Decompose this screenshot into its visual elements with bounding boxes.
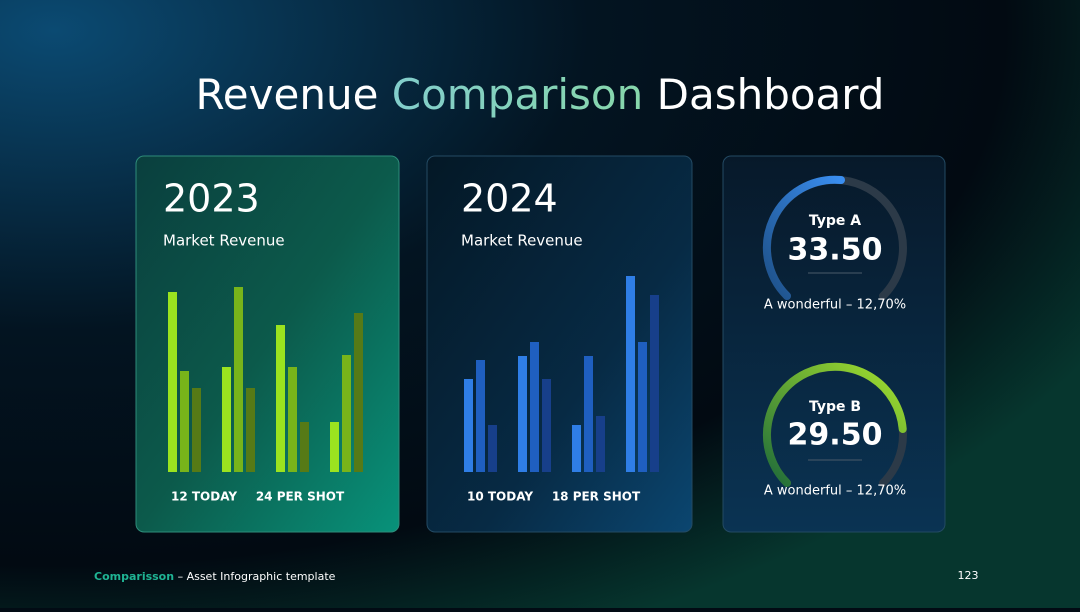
annotation: 12 TODAY <box>171 490 237 504</box>
bar <box>192 388 201 472</box>
bar <box>572 425 581 472</box>
annotation: 24 PER SHOT <box>256 490 345 504</box>
card-year: 2024 <box>461 177 558 221</box>
bar <box>530 342 539 472</box>
title-part: Revenue <box>196 70 379 119</box>
card-year: 2023 <box>163 177 260 221</box>
bar <box>342 355 351 472</box>
page-number: 123 <box>958 569 979 582</box>
card-subtitle: Market Revenue <box>163 232 285 250</box>
annotation: 10 TODAY <box>467 490 533 504</box>
footer-text: – Asset Infographic template <box>178 570 336 583</box>
bar <box>488 425 497 472</box>
bar <box>222 367 231 472</box>
title-part: Dashboard <box>657 70 885 119</box>
bar <box>542 379 551 472</box>
bar <box>464 379 473 472</box>
gauge-caption: A wonderful – 12,70% <box>764 484 906 499</box>
bar <box>626 276 635 472</box>
footer: Comparisson – Asset Infographic template <box>94 570 336 583</box>
bar <box>288 367 297 472</box>
footer-brand: Comparisson <box>94 570 174 583</box>
card <box>722 155 946 533</box>
bar <box>596 416 605 472</box>
title-accent: Comparison <box>392 70 643 119</box>
gauge-arc <box>762 362 907 487</box>
bar <box>638 342 647 472</box>
gauge-value: 29.50 <box>788 418 883 453</box>
gauge-caption: A wonderful – 12,70% <box>764 298 906 313</box>
bar <box>246 388 255 472</box>
bar <box>234 287 243 472</box>
bar <box>518 356 527 472</box>
gauge-label: Type B <box>809 399 861 415</box>
bar <box>330 422 339 472</box>
bar <box>300 422 309 472</box>
title: Revenue Comparison Dashboard <box>196 70 885 119</box>
bar <box>168 292 177 472</box>
gauge-arc <box>762 175 845 300</box>
bar <box>584 356 593 472</box>
bar <box>650 295 659 472</box>
bar <box>354 313 363 472</box>
card-subtitle: Market Revenue <box>461 232 583 250</box>
annotation: 18 PER SHOT <box>552 490 641 504</box>
bar <box>476 360 485 472</box>
charts: 2023 Market Revenue 12 TODAY 24 PER SHOT 202… <box>163 177 659 504</box>
bar <box>276 325 285 472</box>
bar <box>180 371 189 472</box>
gauge-label: Type A <box>809 213 861 229</box>
gauge-value: 33.50 <box>788 233 883 268</box>
